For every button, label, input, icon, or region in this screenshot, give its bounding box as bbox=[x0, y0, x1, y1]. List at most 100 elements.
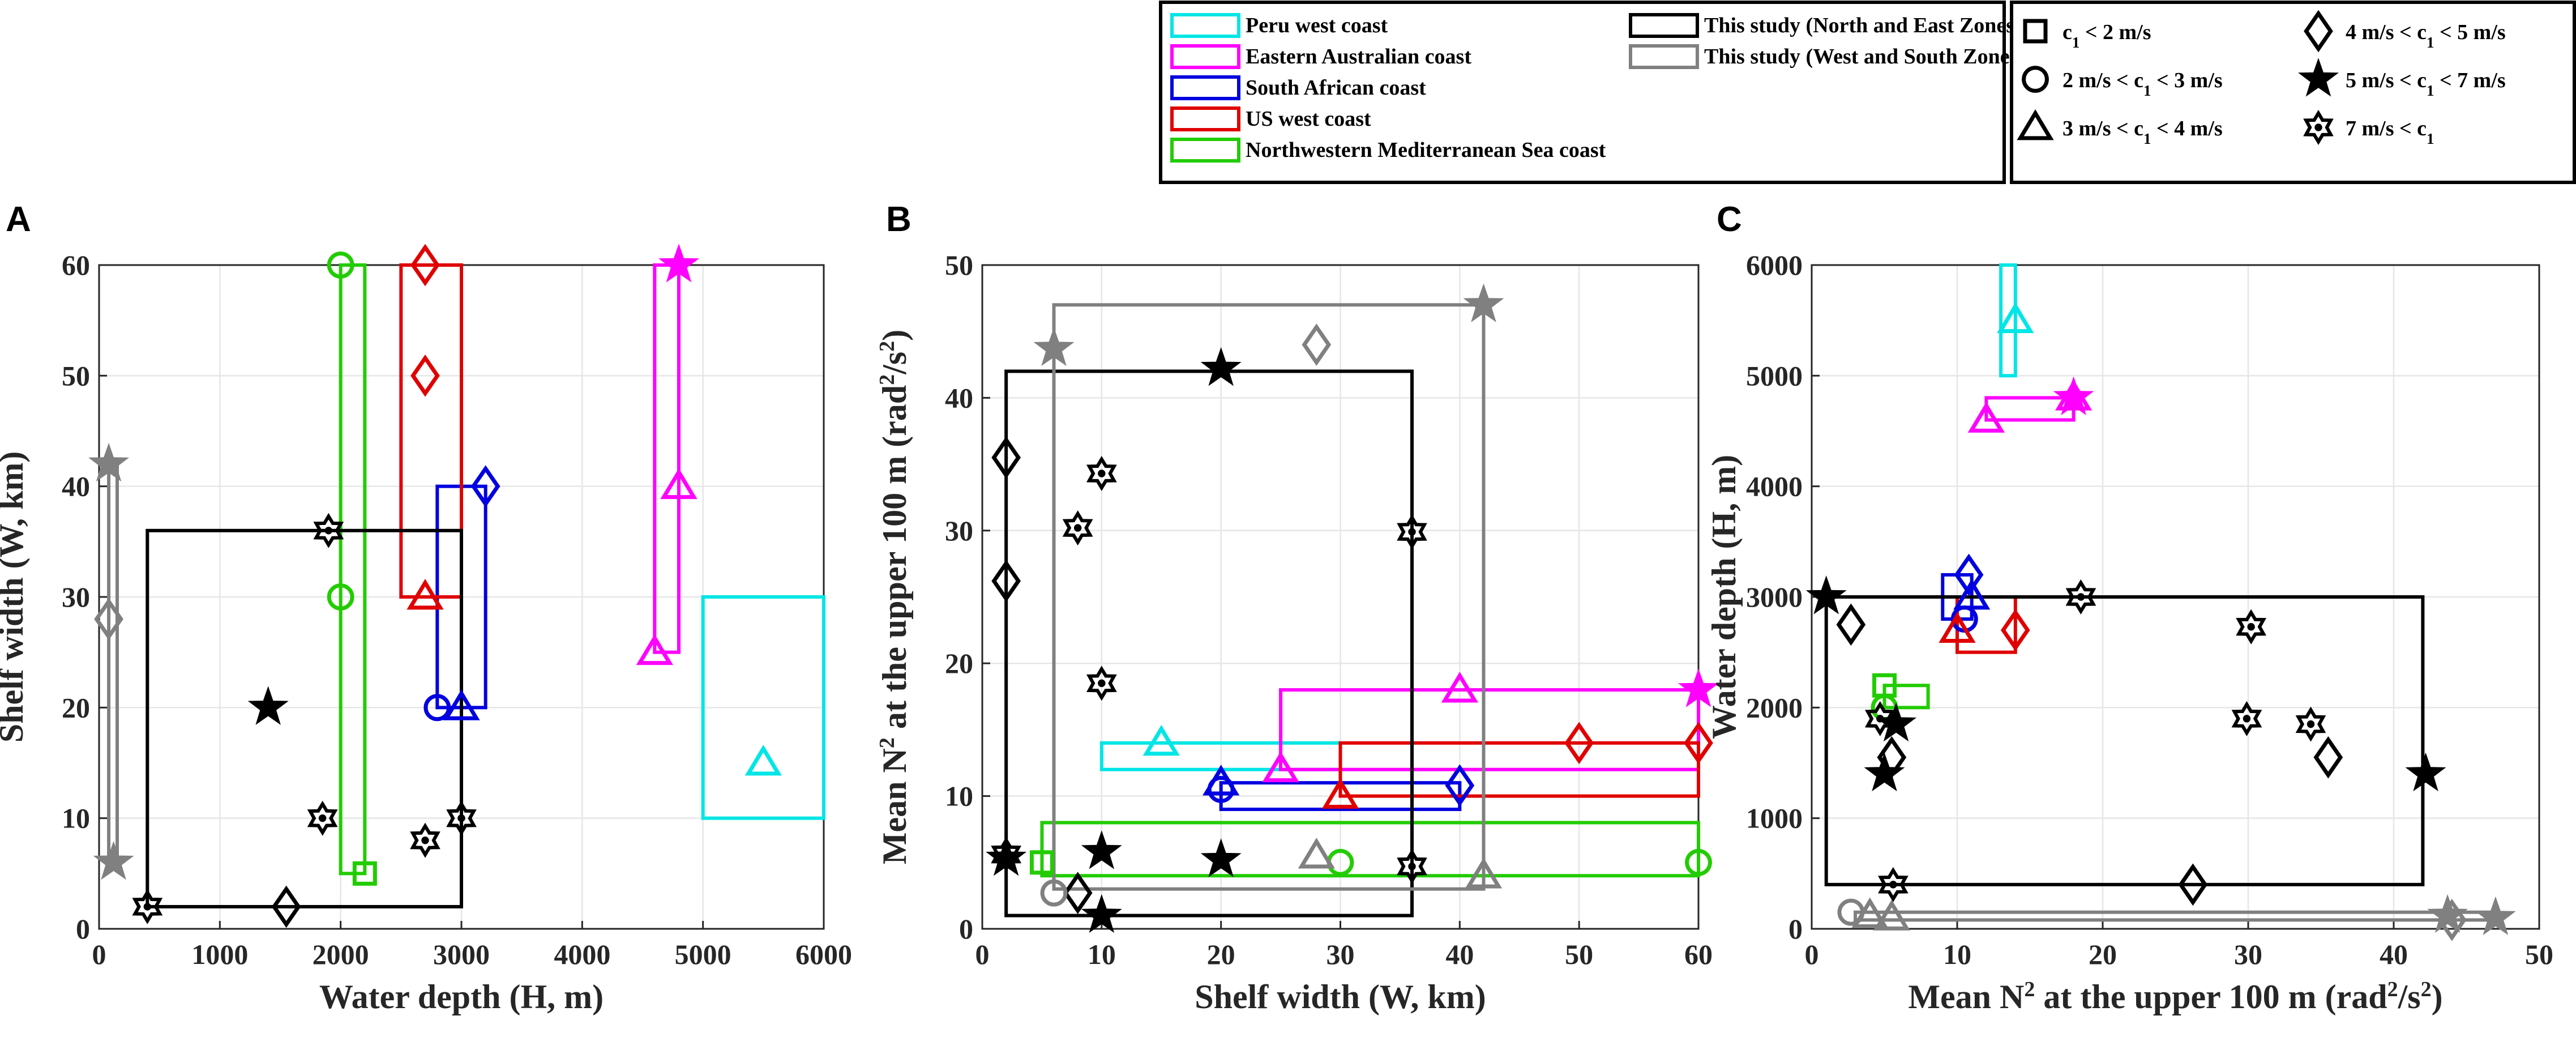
legend-item-star5: 5 m/s < c1 < 7 m/s bbox=[2298, 58, 2506, 99]
triangle-icon bbox=[2017, 109, 2054, 140]
data-point-star5-this-study-north-and-east-zones bbox=[1200, 838, 1242, 877]
data-point-star5-this-study-west-and-south-zones bbox=[88, 442, 130, 482]
x-tick-label: 30 bbox=[1326, 938, 1355, 970]
data-point-diamond-this-study-north-and-east-zones bbox=[2313, 736, 2343, 779]
legend-label: This study (West and South Zones) bbox=[1704, 45, 2025, 69]
data-point-star6-this-study-north-and-east-zones bbox=[1878, 867, 1909, 902]
range-box-northwestern-mediterranean-sea-coast bbox=[1040, 821, 1700, 878]
data-point-star5-this-study-west-and-south-zones bbox=[2427, 894, 2468, 933]
data-point-diamond-this-study-west-and-south-zones bbox=[1302, 323, 1332, 366]
panel-b: B 0 10 20 30 40 50 60 0 10 20 30 40 50 Shelf width (W,… bbox=[875, 200, 1719, 1015]
range-box-northwestern-mediterranean-sea-coast bbox=[339, 263, 367, 876]
x-tick-label: 60 bbox=[1684, 938, 1713, 970]
square-icon bbox=[2023, 19, 2048, 44]
data-point-diamond-south-african-coast bbox=[1445, 764, 1475, 807]
data-point-diamond-this-study-north-and-east-zones bbox=[991, 436, 1021, 479]
data-point-star5-this-study-north-and-east-zones bbox=[1876, 702, 1917, 742]
legend-swatch bbox=[1170, 44, 1240, 69]
y-axis-label: Water depth (H, m) bbox=[1705, 455, 1743, 739]
star6-icon bbox=[2303, 109, 2334, 146]
legend-item-circle: 2 m/s < c1 < 3 m/s bbox=[2022, 66, 2223, 99]
legend-swatch bbox=[1170, 75, 1240, 100]
data-point-circle-this-study-west-and-south-zones bbox=[1040, 879, 1068, 907]
data-point-diamond-this-study-west-and-south-zones bbox=[2437, 899, 2467, 941]
legend-item-triangle: 3 m/s < c1 < 4 m/s bbox=[2017, 109, 2223, 147]
legend-label: 7 m/s < c1 bbox=[2346, 117, 2434, 147]
data-point-star6-this-study-north-and-east-zones bbox=[1397, 848, 1427, 884]
data-point-triangle-south-african-coast bbox=[1203, 765, 1240, 796]
data-point-triangle-south-african-coast bbox=[1953, 578, 1991, 610]
data-point-star5-eastern-australian-coast bbox=[2053, 376, 2094, 416]
x-tick-label: 1000 bbox=[191, 938, 248, 970]
panel-letter: A bbox=[6, 200, 31, 239]
data-point-star6-this-study-north-and-east-zones bbox=[132, 889, 163, 924]
y-tick-label: 30 bbox=[945, 515, 973, 547]
legend-item-eastern-australian-coast: Eastern Australian coast bbox=[1170, 44, 1471, 69]
marker-legend: c1 < 2 m/s 2 m/s < c1 < 3 m/s 3 m/s < c1 <… bbox=[2010, 1, 2576, 184]
data-layer bbox=[986, 283, 1719, 933]
data-point-diamond-us-west-coast bbox=[1684, 722, 1713, 765]
range-box-this-study-north-and-east-zones bbox=[1824, 595, 2425, 886]
data-point-triangle-eastern-australian-coast bbox=[1967, 402, 2005, 433]
data-point-star5-this-study-west-and-south-zones bbox=[1463, 283, 1504, 322]
y-tick-label: 40 bbox=[62, 471, 90, 502]
ticks: 0 1000 2000 3000 4000 5000 6000 0 10 20 30 40 50 60 bbox=[62, 249, 852, 970]
grid bbox=[981, 264, 1700, 930]
data-point-triangle-eastern-australian-coast bbox=[1262, 751, 1299, 783]
data-point-star6-this-study-north-and-east-zones bbox=[410, 822, 440, 858]
data-point-square-northwestern-mediterranean-sea-coast bbox=[352, 861, 377, 886]
panel-letter: C bbox=[1717, 200, 1742, 239]
data-point-star5-this-study-north-and-east-zones bbox=[1081, 894, 1122, 933]
y-tick-label: 0 bbox=[1788, 913, 1803, 945]
legend-item-peru-west-coast: Peru west coast bbox=[1170, 13, 1388, 38]
data-point-star6-this-study-north-and-east-zones bbox=[1086, 665, 1117, 701]
data-point-triangle-us-west-coast bbox=[406, 578, 444, 610]
range-box-peru-west-coast bbox=[701, 595, 825, 820]
y-tick-label: 20 bbox=[62, 692, 90, 723]
data-layer bbox=[1805, 263, 2516, 941]
data-point-triangle-this-study-west-and-south-zones bbox=[1873, 899, 1910, 931]
y-tick-label: 10 bbox=[62, 803, 90, 834]
data-point-triangle-this-study-west-and-south-zones bbox=[1851, 897, 1889, 928]
data-point-triangle-peru-west-coast bbox=[744, 744, 782, 776]
data-point-diamond-this-study-north-and-east-zones bbox=[271, 885, 301, 928]
x-tick-label: 30 bbox=[2234, 938, 2262, 970]
legend-item-this-study-west-and-south-zones: This study (West and South Zones) bbox=[1629, 44, 2025, 69]
y-tick-label: 50 bbox=[945, 249, 973, 281]
range-box-this-study-west-and-south-zones bbox=[1052, 303, 1486, 891]
data-point-star5-this-study-west-and-south-zones bbox=[1033, 327, 1075, 366]
data-point-circle-northwestern-mediterranean-sea-coast bbox=[327, 583, 354, 611]
data-point-triangle-eastern-australian-coast bbox=[660, 468, 698, 500]
range-box-peru-west-coast bbox=[1999, 263, 2017, 378]
data-point-star5-this-study-north-and-east-zones bbox=[1200, 347, 1242, 386]
data-point-diamond-this-study-north-and-east-zones bbox=[2178, 863, 2208, 906]
x-tick-label: 0 bbox=[92, 938, 106, 970]
data-point-triangle-eastern-australian-coast bbox=[1441, 672, 1478, 703]
data-point-triangle-this-study-west-and-south-zones bbox=[1298, 838, 1335, 869]
data-point-diamond-us-west-coast bbox=[410, 354, 440, 397]
data-point-triangle-peru-west-coast bbox=[1142, 724, 1180, 756]
legend-item-south-african-coast: South African coast bbox=[1170, 75, 1426, 100]
data-point-star5-this-study-north-and-east-zones bbox=[986, 837, 1027, 876]
panel-a: A 0 1000 2000 3000 4000 5000 6000 0 10 20 30 40 50 60 W… bbox=[0, 200, 852, 1015]
legend-swatch bbox=[1170, 138, 1240, 163]
data-point-diamond-south-african-coast bbox=[1954, 553, 1984, 596]
legend-item-this-study-north-and-east-zones: This study (North and East Zones) bbox=[1629, 13, 2022, 38]
y-tick-label: 5000 bbox=[1746, 360, 1803, 391]
x-tick-label: 6000 bbox=[795, 938, 852, 970]
data-point-star6-this-study-north-and-east-zones bbox=[307, 800, 338, 836]
range-box-eastern-australian-coast bbox=[1279, 688, 1700, 771]
data-point-star5-this-study-north-and-east-zones bbox=[2405, 752, 2446, 792]
x-axis-label: Water depth (H, m) bbox=[319, 978, 604, 1015]
legend-label: US west coast bbox=[1246, 107, 1371, 131]
range-box-us-west-coast bbox=[399, 263, 463, 599]
range-box-this-study-west-and-south-zones bbox=[107, 462, 119, 864]
region-legend: Peru west coast Eastern Australian coast S… bbox=[1159, 1, 2025, 184]
y-tick-label: 40 bbox=[945, 382, 973, 413]
circle-icon bbox=[2022, 66, 2049, 93]
data-point-star6-this-study-north-and-east-zones bbox=[2236, 609, 2267, 645]
region-legend-frame bbox=[1159, 1, 2006, 184]
data-point-star5-this-study-north-and-east-zones bbox=[1805, 575, 1847, 614]
data-point-star6-this-study-north-and-east-zones bbox=[1397, 514, 1427, 550]
